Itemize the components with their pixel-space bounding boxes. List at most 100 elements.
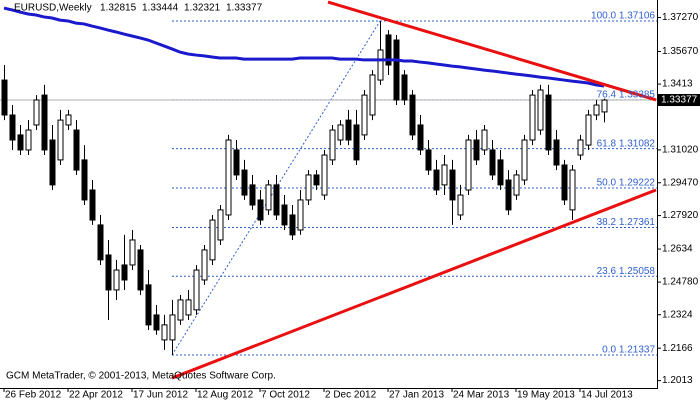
candle-body-down (353, 124, 360, 161)
symbol-label: EURUSD,Weekly (14, 3, 92, 14)
candle-body-down (345, 119, 352, 141)
candle-body-down (505, 179, 512, 211)
candle-body-down (233, 149, 240, 176)
candle-body-down (17, 134, 24, 151)
candle-body-up (529, 94, 536, 141)
candle-body-down (137, 249, 144, 291)
candle-body-up (25, 129, 32, 151)
candle-body-down (561, 164, 568, 201)
candle-body-up (465, 139, 472, 191)
candle-body-up (457, 194, 464, 216)
candle-body-down (41, 94, 48, 151)
fib-label: 23.6 1.25058 (597, 266, 656, 277)
y-tick-label: 1.29470 (662, 177, 699, 188)
candle-body-up (185, 299, 192, 316)
candle-body-down (1, 79, 8, 116)
candle-body-up (369, 74, 376, 116)
candle-body-down (9, 114, 16, 141)
candle-body-up (481, 129, 488, 151)
candle-body-down (249, 184, 256, 206)
candle-body-down (433, 169, 440, 191)
candle-body-down (81, 159, 88, 201)
fib-label: 76.4 1.33385 (597, 89, 656, 100)
candle-body-up (537, 89, 544, 131)
candle-body-up (361, 94, 368, 136)
candle-body-up (129, 239, 136, 266)
candle-body-up (601, 99, 608, 113)
header-close: 1.33377 (226, 3, 263, 14)
candle-body-up (577, 139, 584, 156)
candle-body-down (553, 139, 560, 166)
header-high: 1.33444 (142, 3, 179, 14)
candle-body-down (257, 199, 264, 221)
candle-body-up (161, 324, 168, 341)
candle-body-down (409, 94, 416, 136)
trendline (171, 188, 657, 380)
candle-body-up (265, 184, 272, 211)
x-tick-label: 27 Jan 2013 (389, 390, 444, 401)
candle-body-down (313, 174, 320, 186)
y-tick-label: 1.27920 (662, 210, 699, 221)
current-price-label: 1.33377 (661, 95, 698, 106)
copyright: GCM MetaTrader, © 2001-2013, MetaQuotes … (6, 371, 276, 382)
candle-body-down (401, 74, 408, 101)
candle-body-up (569, 169, 576, 211)
candle-body-up (513, 174, 520, 196)
candle-body-up (65, 114, 72, 126)
fib-label: 0.0 1.21337 (602, 345, 655, 356)
candle-body-up (329, 129, 336, 161)
candle-body-down (545, 94, 552, 151)
candle-body-down (273, 184, 280, 216)
candle-body-up (305, 174, 312, 201)
candle-body-down (497, 159, 504, 186)
candle-body-up (593, 104, 600, 116)
x-tick-label: 22 Apr 2012 (69, 390, 123, 401)
candle-body-up (441, 164, 448, 186)
candle-body-up (585, 114, 592, 146)
x-tick-label: 7 Oct 2012 (261, 390, 310, 401)
header-open: 1.32815 (100, 3, 137, 14)
candle-body-down (393, 39, 400, 101)
x-tick-label: 12 Aug 2012 (197, 390, 254, 401)
candle-body-up (521, 139, 528, 181)
candle-body-up (217, 209, 224, 241)
y-tick-label: 1.2634 (662, 244, 693, 255)
fib-label: 61.8 1.31082 (597, 138, 656, 149)
candle-body-up (169, 314, 176, 341)
y-tick-label: 1.2013 (662, 375, 693, 386)
x-tick-label: 19 May 2013 (517, 390, 575, 401)
candle-body-down (385, 34, 392, 66)
candle-body-up (177, 299, 184, 321)
x-tick-label: 14 Jul 2013 (581, 390, 633, 401)
candle-body-down (449, 169, 456, 201)
y-tick-label: 1.31020 (662, 145, 699, 156)
x-tick-label: 26 Feb 2012 (5, 390, 62, 401)
candle-body-up (297, 199, 304, 231)
x-tick-label: 17 Jun 2012 (133, 390, 188, 401)
candle-body-down (473, 139, 480, 161)
candle-body-up (201, 249, 208, 281)
fib-label: 38.2 1.27361 (597, 217, 656, 228)
y-tick-label: 1.35670 (662, 46, 699, 57)
y-tick-label: 1.3413 (662, 79, 693, 90)
header-low: 1.32321 (184, 3, 221, 14)
y-tick-label: 1.2324 (662, 309, 693, 320)
candle-body-down (49, 139, 56, 186)
candle-body-down (241, 169, 248, 196)
candle-body-down (489, 149, 496, 176)
candle-body-down (73, 129, 80, 171)
candle-body-up (377, 49, 384, 81)
current-price-box (658, 94, 700, 107)
y-tick-label: 1.2166 (662, 343, 693, 354)
fib-label: 50.0 1.29222 (597, 178, 656, 189)
candle-body-down (89, 189, 96, 221)
candle-body-up (225, 139, 232, 216)
candle-body-down (97, 224, 104, 261)
plot-area (0, 0, 657, 380)
x-tick-label: 24 Mar 2013 (453, 390, 510, 401)
y-tick-label: 1.37270 (662, 12, 699, 23)
candle-body-down (105, 254, 112, 291)
